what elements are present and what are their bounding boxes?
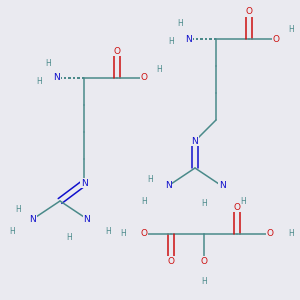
Text: H: H	[15, 206, 21, 214]
Text: H: H	[45, 58, 51, 68]
Text: H: H	[9, 226, 15, 236]
Text: O: O	[245, 8, 253, 16]
Text: N: N	[54, 74, 60, 82]
Text: N: N	[219, 182, 225, 190]
Text: H: H	[240, 196, 246, 206]
Text: N: N	[165, 182, 171, 190]
Text: H: H	[147, 176, 153, 184]
Text: O: O	[200, 256, 208, 266]
Text: H: H	[168, 38, 174, 46]
Text: O: O	[140, 74, 148, 82]
Text: H: H	[177, 20, 183, 28]
Text: O: O	[140, 230, 148, 238]
Text: O: O	[266, 230, 274, 238]
Text: N: N	[186, 34, 192, 43]
Text: O: O	[233, 202, 241, 211]
Text: O: O	[167, 256, 175, 266]
Text: H: H	[288, 230, 294, 238]
Text: O: O	[113, 46, 121, 56]
Text: H: H	[201, 278, 207, 286]
Text: H: H	[141, 196, 147, 206]
Text: N: N	[81, 178, 87, 188]
Text: N: N	[192, 136, 198, 146]
Text: H: H	[288, 26, 294, 34]
Text: N: N	[30, 214, 36, 224]
Text: N: N	[84, 214, 90, 224]
Text: H: H	[66, 232, 72, 242]
Text: H: H	[201, 200, 207, 208]
Text: H: H	[156, 64, 162, 74]
Text: H: H	[36, 76, 42, 85]
Text: H: H	[120, 230, 126, 238]
Text: H: H	[105, 226, 111, 236]
Text: O: O	[272, 34, 280, 43]
